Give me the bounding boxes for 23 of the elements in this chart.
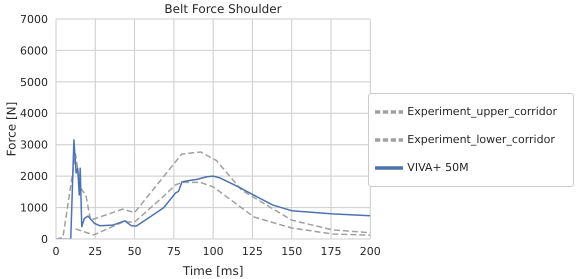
x-axis-title: Time [ms] xyxy=(182,264,244,278)
chart-title: Belt Force Shoulder xyxy=(164,2,282,16)
x-tick-label: 0 xyxy=(52,244,60,258)
y-tick-label: 2000 xyxy=(20,170,48,184)
y-tick-label: 0 xyxy=(41,232,48,246)
legend-label: Experiment_upper_corridor xyxy=(407,104,557,118)
x-tick-label: 25 xyxy=(88,244,102,258)
x-tick-label: 150 xyxy=(281,244,302,258)
legend-label: Experiment_lower_corridor xyxy=(407,132,555,146)
y-tick-label: 3000 xyxy=(20,138,48,152)
x-tick-label: 50 xyxy=(128,244,142,258)
x-tick-label: 175 xyxy=(320,244,342,258)
x-tick-label: 125 xyxy=(242,244,263,258)
y-tick-label: 6000 xyxy=(20,44,48,58)
y-tick-label: 4000 xyxy=(20,107,48,120)
y-tick-label: 5000 xyxy=(20,76,48,89)
x-tick-label: 200 xyxy=(360,244,381,258)
x-tick-label: 75 xyxy=(166,244,181,258)
legend-label: VIVA+ 50M xyxy=(407,160,469,174)
y-tick-label: 1000 xyxy=(20,201,48,214)
y-tick-label: 7000 xyxy=(20,12,48,26)
y-axis-title: Force [N] xyxy=(4,102,18,156)
x-tick-label: 100 xyxy=(202,244,224,258)
